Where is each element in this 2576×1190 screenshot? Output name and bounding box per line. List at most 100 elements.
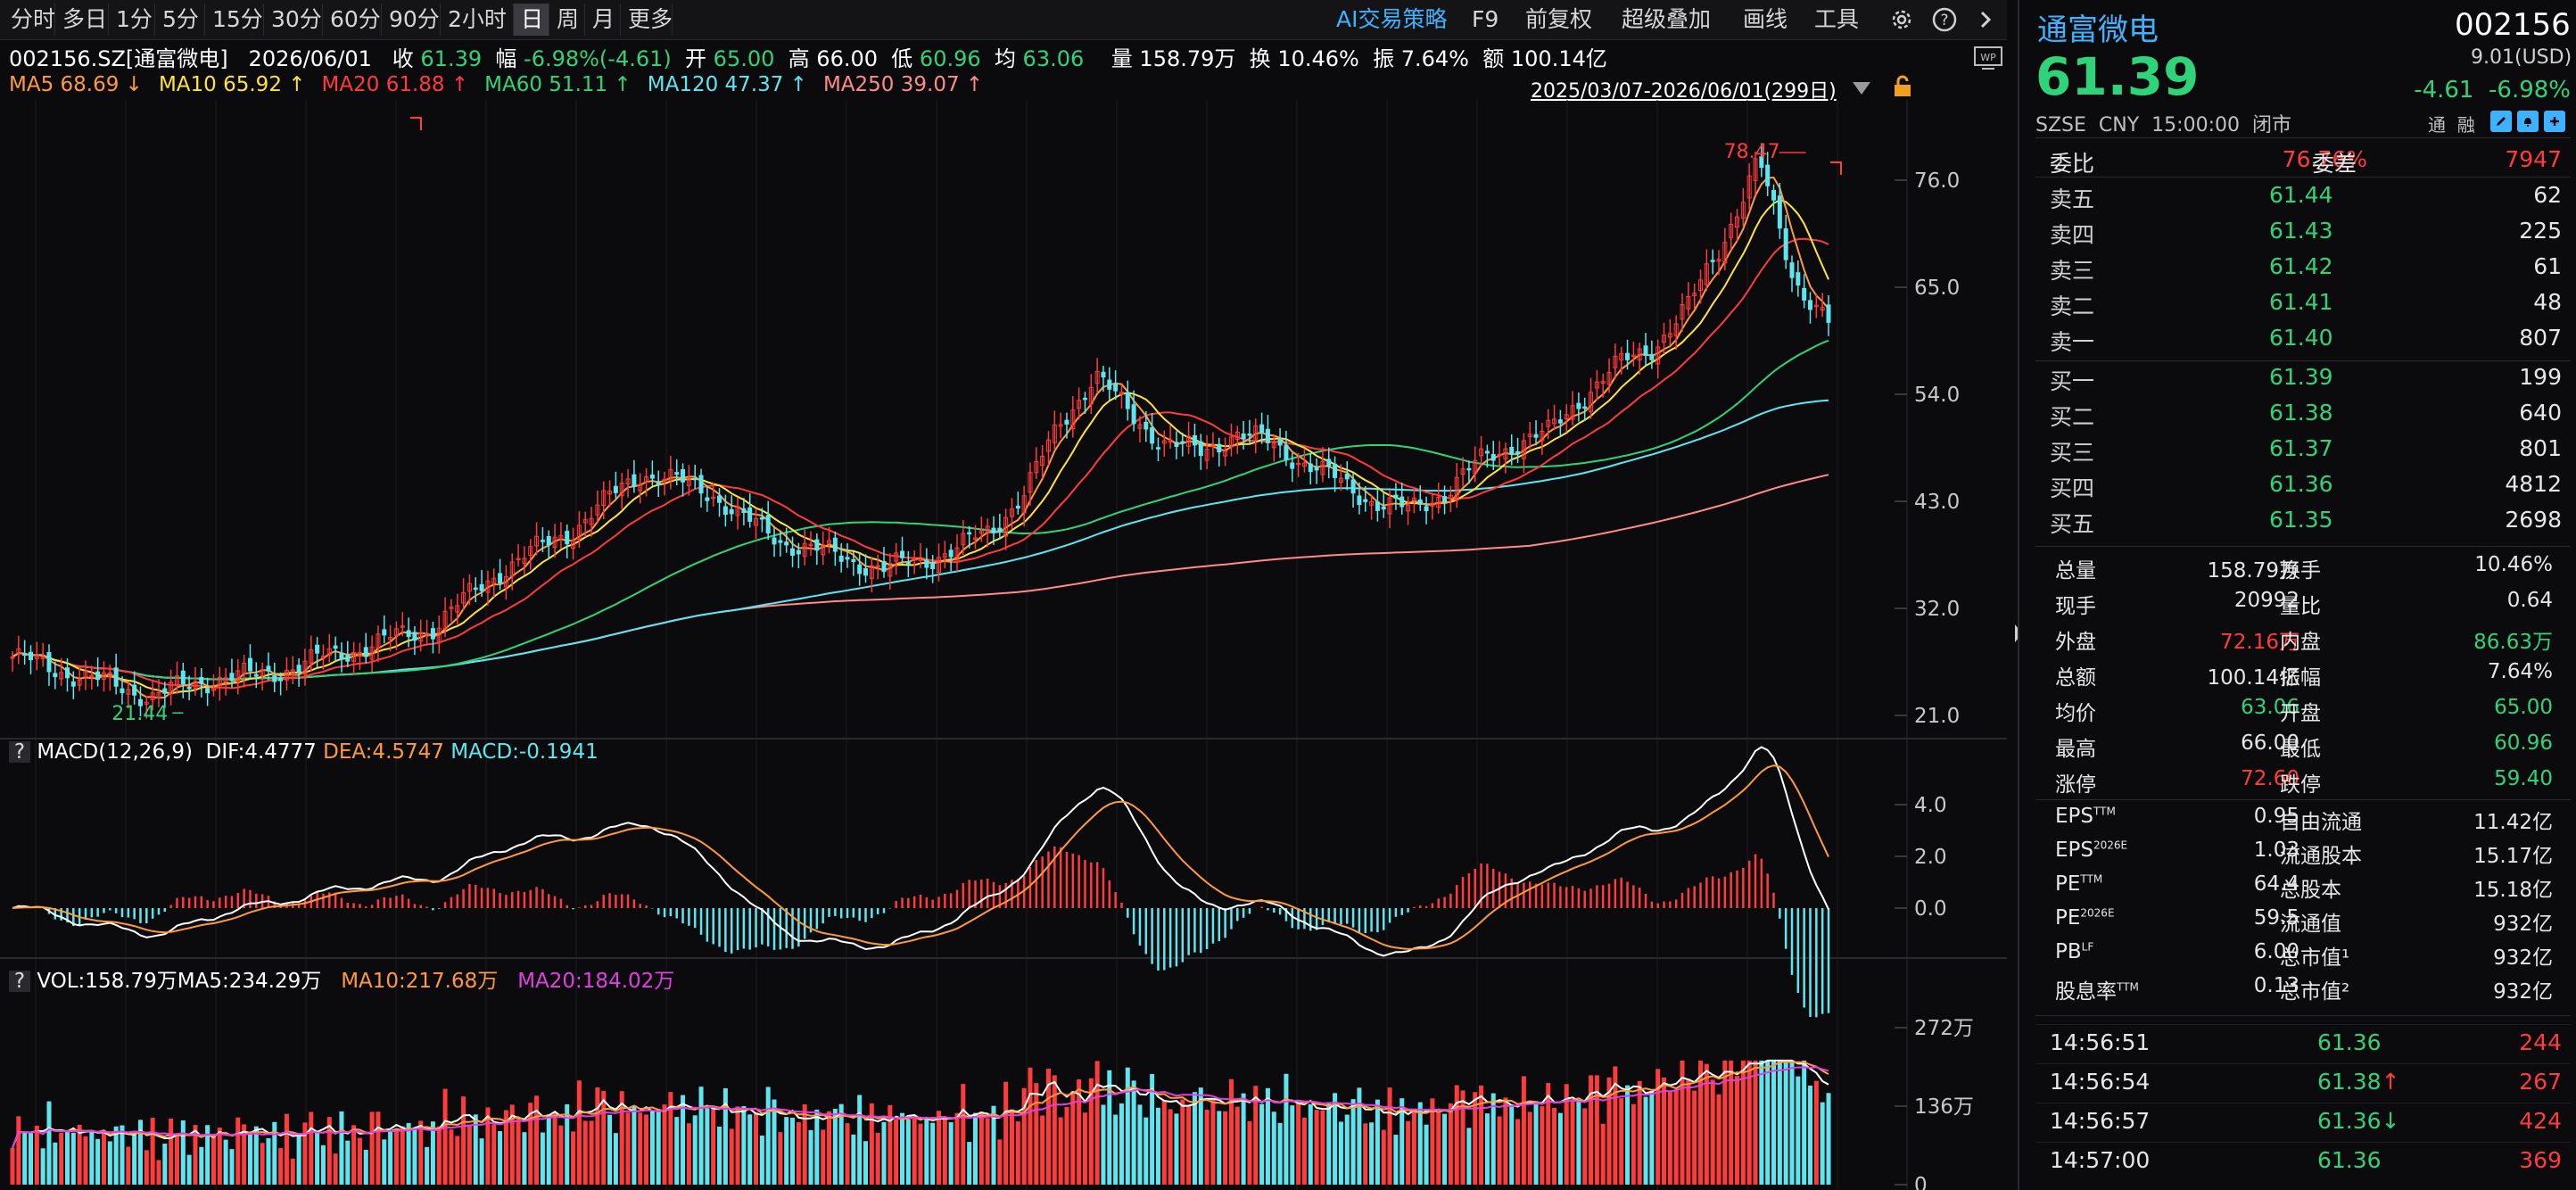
toolbar-item-4[interactable]: 画线: [1743, 6, 1788, 32]
vol-bar: [199, 1146, 204, 1185]
vol-bar: [1625, 1085, 1631, 1185]
period-tab-5[interactable]: 30分: [264, 4, 323, 36]
ask-volume: 225: [2519, 218, 2562, 244]
period-tab-12[interactable]: 更多: [621, 4, 673, 36]
vol-bar: [70, 1132, 76, 1185]
dropdown-triangle-icon[interactable]: [1850, 77, 1873, 98]
candle-body: [126, 689, 131, 695]
toolbar-item-3[interactable]: 超级叠加: [1622, 6, 1712, 32]
vol-help-icon[interactable]: ?: [9, 971, 30, 992]
vol-bar: [1198, 1087, 1203, 1185]
vol-bar: [509, 1104, 515, 1185]
exchange-line: SZSE CNY 15:00:00 闭市: [2035, 109, 2291, 137]
vol-bar: [540, 1132, 545, 1185]
candle-body: [430, 628, 435, 640]
vol-bar: [863, 1141, 869, 1185]
candle-body: [790, 548, 796, 556]
candle-body: [132, 684, 137, 696]
close-value: 61.39: [420, 46, 483, 71]
date-range-label[interactable]: 2025/03/07-2026/06/01(299日): [1531, 80, 1837, 103]
vol-bar: [442, 1088, 448, 1185]
vol-bar: [1363, 1123, 1368, 1185]
vol-bar: [272, 1121, 277, 1185]
vol-bar: [1460, 1090, 1466, 1185]
vol-bar: [1509, 1106, 1515, 1185]
period-tab-8[interactable]: 2小时: [441, 4, 514, 36]
candle-body: [717, 495, 722, 503]
fund-label-sup: TTM: [2080, 872, 2103, 886]
candle-body: [70, 681, 76, 687]
gear-icon[interactable]: [1887, 5, 1916, 34]
fund-value: 11.42亿: [2473, 811, 2553, 834]
period-tab-2[interactable]: 1分: [109, 4, 155, 36]
candle-body: [814, 539, 820, 551]
candle-body: [705, 497, 710, 501]
add-icon[interactable]: [2544, 111, 2565, 132]
price-axis-label: 54.0: [1914, 384, 1960, 407]
chevron-right-icon[interactable]: [1971, 5, 2000, 34]
toolbar-item-5[interactable]: 工具: [1814, 6, 1860, 32]
candle-body: [961, 533, 966, 546]
vol-bar: [1826, 1093, 1831, 1185]
vol-bar: [888, 1104, 893, 1185]
candle-body: [382, 629, 387, 636]
help-icon[interactable]: ?: [1930, 5, 1959, 34]
bid-label: 买三: [2050, 440, 2095, 466]
period-tab-10[interactable]: 周: [549, 4, 585, 36]
candle-body: [290, 669, 295, 675]
toolbar-item-2[interactable]: 前复权: [1525, 6, 1593, 32]
vol-bar: [137, 1120, 143, 1185]
low-annotation: 21.44: [111, 703, 168, 725]
candle-body: [1399, 496, 1405, 508]
candle-body: [1296, 462, 1301, 466]
candle-body: [881, 561, 887, 573]
candle-body: [1430, 502, 1435, 507]
period-tab-11[interactable]: 月: [585, 4, 621, 36]
vol-bar: [644, 1114, 649, 1185]
toolbar-item-1[interactable]: F9: [1472, 6, 1499, 32]
candle-body: [156, 692, 161, 698]
bell-icon[interactable]: [2517, 111, 2539, 132]
lock-icon[interactable]: [1889, 73, 1916, 100]
ask-volume: 48: [2533, 289, 2562, 315]
vol-bar: [479, 1138, 484, 1185]
candle-body: [436, 627, 442, 643]
vol-bar: [546, 1114, 551, 1185]
period-tab-7[interactable]: 90分: [382, 4, 441, 36]
period-tab-3[interactable]: 5分: [155, 4, 205, 36]
stat-label: 总额: [2055, 666, 2096, 690]
vol-bar: [705, 1108, 710, 1185]
edit-icon[interactable]: [2490, 111, 2512, 132]
wp-icon[interactable]: WP: [1973, 45, 2003, 71]
period-tab-4[interactable]: 15分: [205, 4, 264, 36]
vol-bar: [1284, 1073, 1289, 1185]
period-tab-0[interactable]: 分时: [4, 4, 55, 36]
candle-body: [1381, 506, 1386, 510]
ask-volume: 61: [2533, 253, 2562, 279]
candle-body: [936, 557, 941, 574]
kline-chart[interactable]: 76.0 65.0 54.0 43.0 32.0 21.0 78.47 21.44 4.0 2.…: [0, 100, 2007, 1190]
bid-label: 买五: [2050, 511, 2095, 537]
vol-bar: [1527, 1111, 1532, 1185]
vol-bar: [211, 1134, 216, 1185]
vol-bar: [1515, 1119, 1521, 1185]
candle-body: [991, 527, 996, 533]
candle-body: [972, 537, 978, 540]
candle-body: [162, 688, 168, 694]
vol-bar: [260, 1143, 265, 1185]
macd-dif: DIF:4.4777: [205, 740, 317, 764]
bid-price: 61.35: [2269, 507, 2333, 533]
macd-help-icon[interactable]: ?: [9, 741, 30, 763]
vol-bar: [851, 1134, 856, 1185]
period-tab-9[interactable]: 日: [514, 4, 549, 36]
candle-body: [1662, 335, 1667, 343]
period-tab-6[interactable]: 60分: [323, 4, 382, 36]
candle-body: [466, 583, 472, 592]
candle-body: [1527, 434, 1532, 438]
candle-body: [120, 688, 125, 694]
toolbar-item-0[interactable]: AI交易策略: [1336, 6, 1448, 32]
bid-price: 61.36: [2269, 471, 2333, 497]
bid-price: 61.38: [2269, 400, 2333, 426]
period-tab-1[interactable]: 多日: [55, 4, 109, 36]
vol-bar: [278, 1147, 284, 1185]
